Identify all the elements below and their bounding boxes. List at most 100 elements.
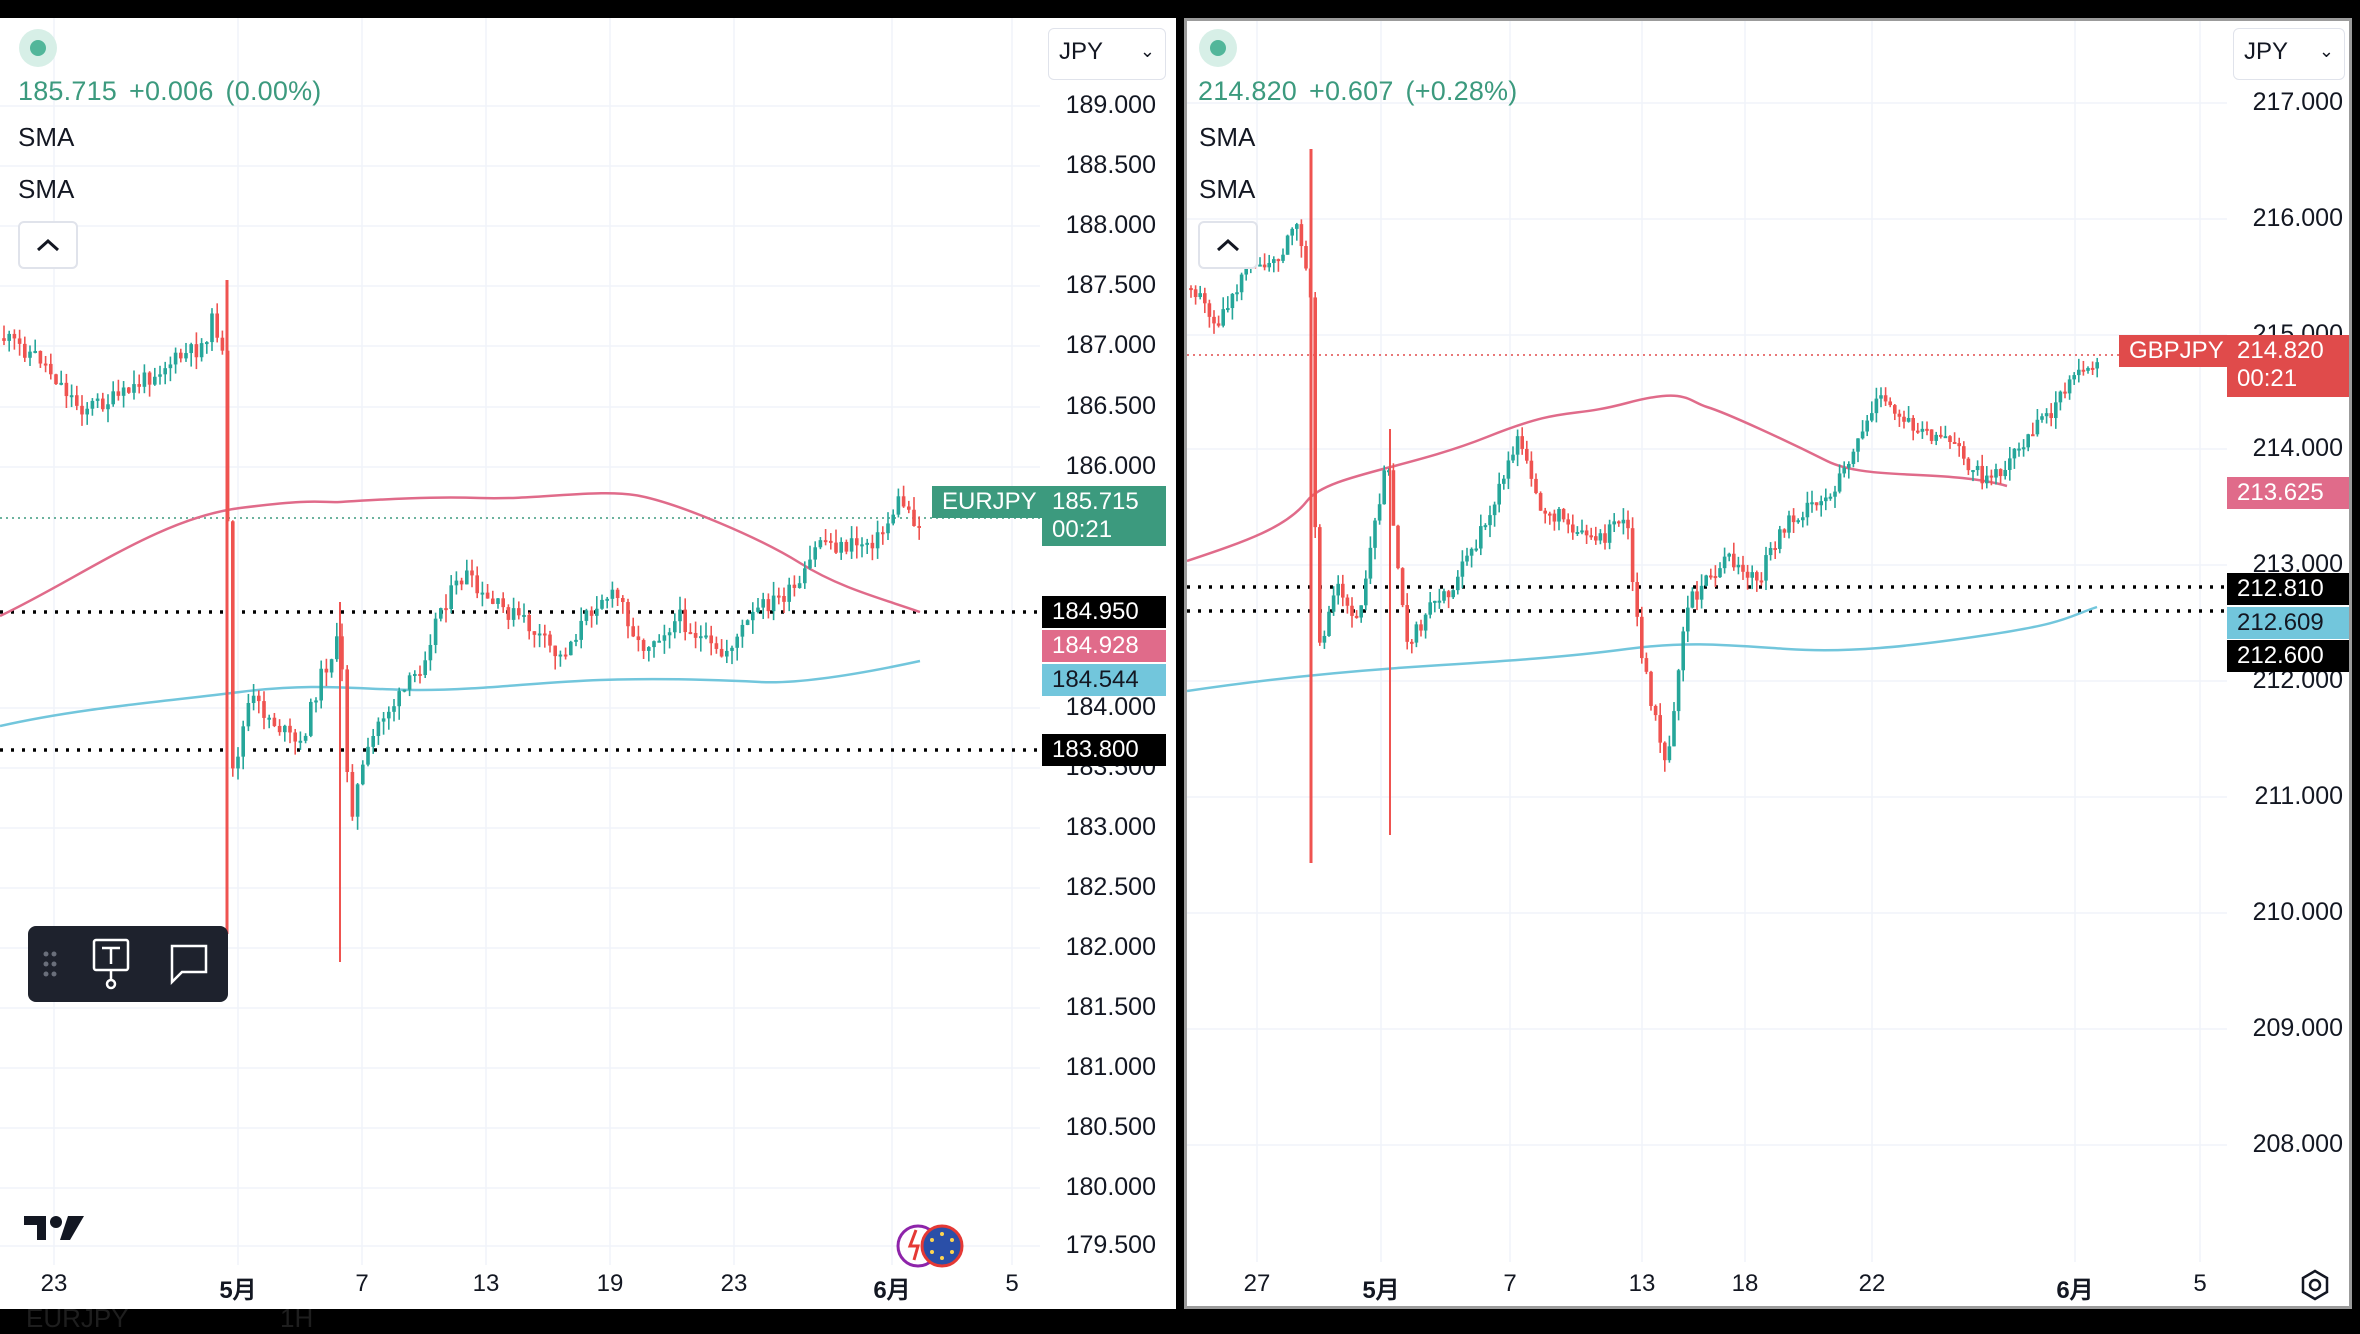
- candle-body: [324, 668, 329, 673]
- currency-select[interactable]: JPY ⌄: [2233, 28, 2345, 80]
- candle-body: [1584, 530, 1589, 536]
- candle-body: [1285, 235, 1290, 255]
- y-axis-tick: 186.000: [1065, 452, 1156, 480]
- candle-body: [1998, 469, 2003, 477]
- candle-body: [116, 391, 121, 396]
- quote-line: 185.715 +0.006 (0.00%): [18, 76, 334, 107]
- candle-body: [215, 313, 219, 338]
- y-axis-tick: 182.500: [1065, 873, 1156, 901]
- y-axis-tick: 179.500: [1065, 1231, 1156, 1259]
- candle-body: [1713, 576, 1718, 579]
- candle-body: [1787, 515, 1791, 533]
- indicator-sma-2[interactable]: SMA: [18, 174, 75, 204]
- candle-body: [210, 313, 214, 343]
- chart-pane-gbpjpy[interactable]: 214.820 +0.607 (+0.28%) SMA SMA JPY ⌄ 217.0…: [1184, 18, 2352, 1309]
- comment-tool-icon[interactable]: [170, 944, 208, 986]
- candle-body: [1525, 448, 1529, 461]
- candle-body: [719, 648, 724, 657]
- candle-body: [699, 636, 703, 639]
- candle-body: [1819, 501, 1823, 506]
- candle-body: [1847, 463, 1851, 468]
- price-change: +0.607: [1309, 76, 1394, 106]
- indicator-sma-1[interactable]: SMA: [1199, 122, 1256, 152]
- last-price-tag-value: 185.715: [1052, 488, 1139, 515]
- candle-body: [163, 368, 167, 375]
- candle-body: [657, 640, 661, 643]
- collapse-legend-button[interactable]: [18, 221, 78, 269]
- drawing-toolbar[interactable]: [28, 926, 228, 1002]
- drag-handle-icon[interactable]: [43, 951, 57, 977]
- candle-body: [2067, 379, 2072, 394]
- candle-body: [1782, 529, 1787, 533]
- candle-body: [1764, 555, 1768, 581]
- candle-body: [397, 691, 401, 707]
- hline-label-1: 212.810: [2227, 573, 2349, 605]
- candle-body: [220, 337, 225, 351]
- candle-body: [459, 580, 464, 585]
- candle-body: [1290, 228, 1294, 236]
- pane-divider[interactable]: [1176, 18, 1184, 1309]
- candle-body: [1865, 420, 1869, 432]
- sma-long-label: 184.928: [1042, 630, 1166, 662]
- candle-body: [1235, 292, 1239, 295]
- x-axis-tick: 23: [40, 1270, 68, 1297]
- y-axis-tick: 182.000: [1065, 933, 1156, 961]
- settings-gear-icon[interactable]: [2295, 1267, 2335, 1307]
- events-flags-icon[interactable]: [896, 1222, 968, 1270]
- candle-body: [1603, 533, 1607, 543]
- candle-body: [1943, 436, 1948, 439]
- candle-body: [1552, 513, 1557, 522]
- candle-body: [855, 538, 859, 546]
- candle-body: [1221, 309, 1225, 326]
- candle-body: [376, 721, 381, 736]
- symbol-tag: EURJPY: [932, 486, 1047, 518]
- candle-body: [860, 544, 864, 547]
- candle-body: [413, 673, 417, 676]
- candle-body: [85, 408, 89, 415]
- candle-body: [1230, 293, 1235, 309]
- collapse-legend-button[interactable]: [1198, 221, 1258, 269]
- gbpjpy-chart-canvas[interactable]: [1187, 21, 2349, 1306]
- indicator-sma-1[interactable]: SMA: [18, 122, 75, 152]
- footer-symbol: EURJPY: [26, 1303, 129, 1333]
- currency-select[interactable]: JPY ⌄: [1048, 28, 1166, 80]
- candle-body: [901, 496, 906, 507]
- text-tool-icon[interactable]: [92, 938, 130, 990]
- candle-body: [693, 632, 698, 638]
- candle-body: [1345, 597, 1350, 606]
- eurjpy-chart-canvas[interactable]: [0, 18, 1176, 1309]
- candle-body: [813, 547, 817, 560]
- candle-body: [849, 538, 854, 552]
- candle-body: [740, 624, 745, 637]
- candle-body: [2049, 413, 2053, 419]
- candle-body: [1543, 510, 1547, 514]
- candle-body: [366, 746, 370, 765]
- candle-body: [1580, 530, 1584, 533]
- indicator-sma-2[interactable]: SMA: [1199, 174, 1256, 204]
- x-axis-tick: 7: [1503, 1270, 1517, 1297]
- candle-body: [2063, 391, 2067, 394]
- candle-body: [101, 398, 105, 410]
- candle-body: [537, 633, 542, 636]
- chart-pane-eurjpy[interactable]: 185.715 +0.006 (0.00%) SMA SMA JPY ⌄ 189.00…: [0, 18, 1176, 1309]
- candle-body: [480, 592, 485, 595]
- candle-body: [2058, 391, 2063, 403]
- candle-body: [506, 607, 511, 620]
- candle-body: [1575, 531, 1580, 534]
- candle-body: [2031, 434, 2035, 437]
- candle-body: [407, 675, 412, 690]
- candle-body: [1212, 316, 1216, 324]
- x-axis-tick: 18: [1731, 1270, 1759, 1297]
- candle-body: [1727, 553, 1731, 557]
- candle-body: [251, 695, 256, 704]
- candle-body: [1396, 525, 1400, 569]
- candle-body: [1791, 515, 1796, 523]
- x-axis-tick: 5月: [219, 1277, 257, 1304]
- candle-body: [1755, 572, 1759, 581]
- candle-body: [1354, 615, 1359, 618]
- x-axis-tick: 23: [720, 1270, 748, 1297]
- candle-body: [309, 701, 313, 736]
- candle-body: [1598, 533, 1603, 541]
- candle-body: [1299, 224, 1304, 247]
- candle-body: [823, 540, 828, 543]
